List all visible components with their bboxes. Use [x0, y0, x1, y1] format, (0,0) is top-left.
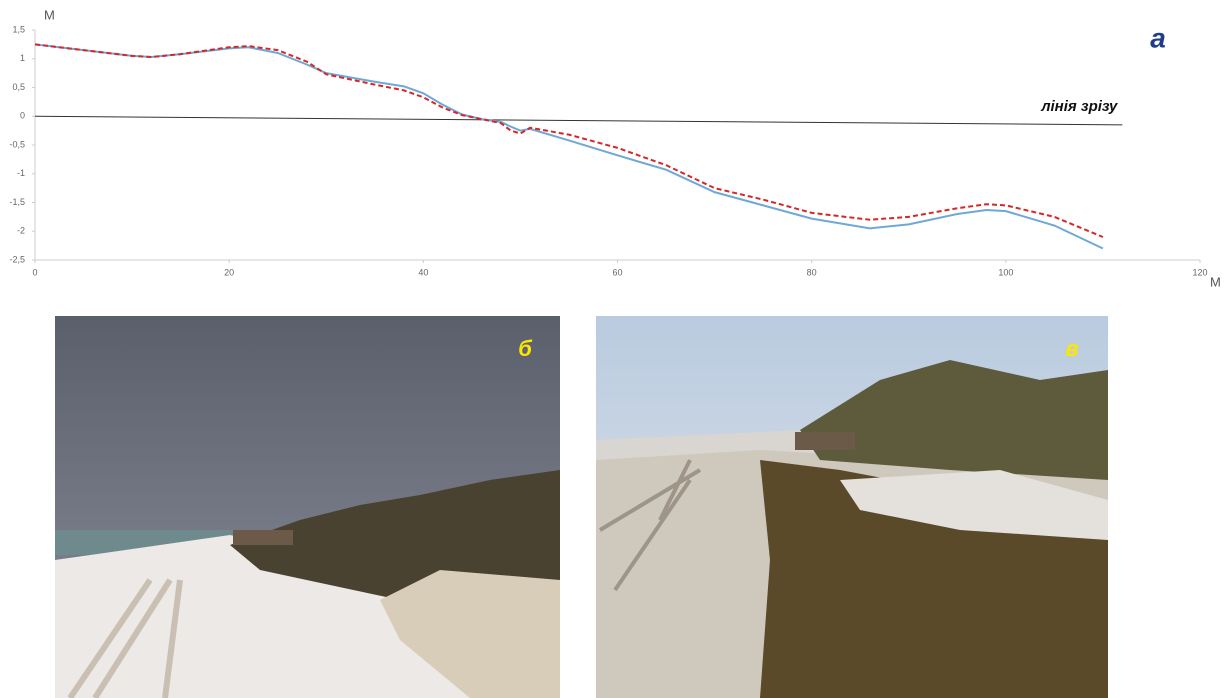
photo-label: в — [1065, 336, 1078, 361]
x-axis-label: М — [1210, 274, 1221, 289]
x-tick-label: 20 — [224, 267, 234, 277]
y-tick-label: -1,5 — [9, 197, 25, 207]
panel-label: а — [1150, 22, 1166, 53]
x-tick-label: 120 — [1192, 267, 1207, 277]
photo-label: б — [518, 336, 533, 361]
y-tick-label: -2,5 — [9, 254, 25, 264]
x-tick-label: 60 — [612, 267, 622, 277]
photo-c: в — [596, 316, 1108, 698]
x-tick-label: 0 — [32, 267, 37, 277]
x-tick-label: 100 — [998, 267, 1013, 277]
y-tick-label: 0,5 — [12, 82, 25, 92]
cut-line — [35, 116, 1122, 125]
cut-line-label: лінія зрізу — [1040, 98, 1118, 115]
y-tick-label: -1 — [17, 168, 25, 178]
y-tick-label: 1 — [20, 53, 25, 63]
y-tick-label: -2 — [17, 226, 25, 236]
y-tick-label: 1,5 — [12, 24, 25, 34]
x-tick-label: 40 — [418, 267, 428, 277]
figure: б в М М а 1,5 1 0,5 0 -0,5 -1 -1,5 -2 -2,5 0 20 40 6… — [0, 0, 1229, 698]
x-tick-label: 80 — [807, 267, 817, 277]
series-line — [35, 44, 1103, 248]
y-axis-label: М — [44, 7, 55, 22]
photo-b: б — [55, 316, 560, 698]
y-tick-label: -0,5 — [9, 139, 25, 149]
y-tick-label: 0 — [20, 111, 25, 121]
